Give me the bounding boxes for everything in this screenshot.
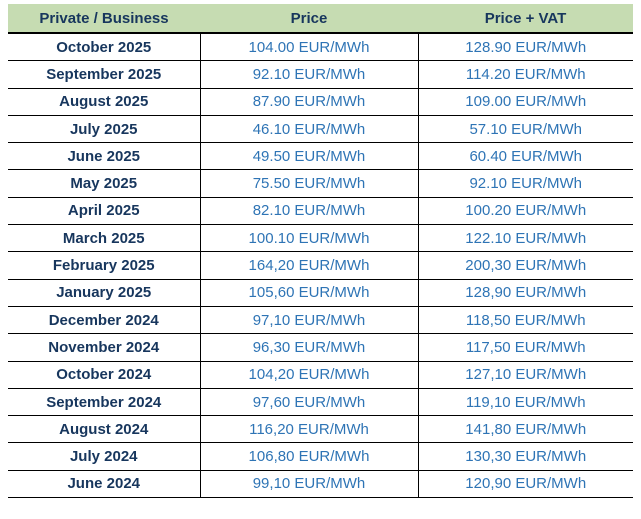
price-vat-cell: 60.40 EUR/MWh — [418, 142, 633, 171]
table-row: February 2025 164,20 EUR/MWh 200,30 EUR/… — [8, 251, 633, 280]
price-vat-cell: 117,50 EUR/MWh — [418, 333, 633, 362]
price-vat-cell: 127,10 EUR/MWh — [418, 361, 633, 389]
table-row: December 2024 97,10 EUR/MWh 118,50 EUR/M… — [8, 306, 633, 335]
table-row: March 2025 100.10 EUR/MWh 122.10 EUR/MWh — [8, 224, 633, 253]
header-price: Price — [200, 4, 418, 34]
price-vat-cell: 128,90 EUR/MWh — [418, 279, 633, 307]
price-vat-cell: 118,50 EUR/MWh — [418, 306, 633, 335]
price-vat-cell: 114.20 EUR/MWh — [418, 60, 633, 89]
price-cell: 75.50 EUR/MWh — [200, 169, 419, 198]
month-cell: July 2025 — [8, 115, 201, 144]
price-vat-cell: 200,30 EUR/MWh — [418, 251, 633, 280]
month-cell: April 2025 — [8, 197, 201, 226]
price-cell: 46.10 EUR/MWh — [200, 115, 419, 144]
month-cell: October 2024 — [8, 361, 201, 389]
electricity-price-table: Private / Business Price Price + VAT Oct… — [8, 4, 633, 499]
month-cell: March 2025 — [8, 224, 201, 253]
price-cell: 96,30 EUR/MWh — [200, 333, 419, 362]
month-cell: July 2024 — [8, 442, 201, 471]
table-row: June 2024 99,10 EUR/MWh 120,90 EUR/MWh — [8, 470, 633, 499]
price-cell: 106,80 EUR/MWh — [200, 442, 419, 471]
month-cell: September 2024 — [8, 388, 201, 417]
month-cell: November 2024 — [8, 333, 201, 362]
price-cell: 164,20 EUR/MWh — [200, 251, 419, 280]
price-cell: 82.10 EUR/MWh — [200, 197, 419, 226]
table-row: September 2025 92.10 EUR/MWh 114.20 EUR/… — [8, 60, 633, 89]
table-row: May 2025 75.50 EUR/MWh 92.10 EUR/MWh — [8, 169, 633, 198]
table-row: October 2025 104.00 EUR/MWh 128.90 EUR/M… — [8, 33, 633, 62]
month-cell: June 2025 — [8, 142, 201, 171]
table-row: July 2024 106,80 EUR/MWh 130,30 EUR/MWh — [8, 442, 633, 471]
price-vat-cell: 128.90 EUR/MWh — [418, 33, 633, 62]
month-cell: August 2024 — [8, 415, 201, 444]
price-cell: 100.10 EUR/MWh — [200, 224, 419, 253]
price-cell: 99,10 EUR/MWh — [200, 470, 419, 499]
price-cell: 104,20 EUR/MWh — [200, 361, 419, 389]
month-cell: September 2025 — [8, 60, 201, 89]
header-private-business: Private / Business — [8, 4, 200, 34]
table-row: November 2024 96,30 EUR/MWh 117,50 EUR/M… — [8, 333, 633, 362]
table-row: August 2024 116,20 EUR/MWh 141,80 EUR/MW… — [8, 415, 633, 444]
price-cell: 92.10 EUR/MWh — [200, 60, 419, 89]
price-vat-cell: 57.10 EUR/MWh — [418, 115, 633, 144]
month-cell: October 2025 — [8, 33, 201, 62]
month-cell: January 2025 — [8, 279, 201, 307]
price-vat-cell: 141,80 EUR/MWh — [418, 415, 633, 444]
price-cell: 105,60 EUR/MWh — [200, 279, 419, 307]
month-cell: December 2024 — [8, 306, 201, 335]
price-vat-cell: 120,90 EUR/MWh — [418, 470, 633, 499]
header-price-vat: Price + VAT — [418, 4, 633, 34]
price-cell: 104.00 EUR/MWh — [200, 33, 419, 62]
price-vat-cell: 130,30 EUR/MWh — [418, 442, 633, 471]
price-cell: 97,10 EUR/MWh — [200, 306, 419, 335]
month-cell: May 2025 — [8, 169, 201, 198]
price-cell: 116,20 EUR/MWh — [200, 415, 419, 444]
price-vat-cell: 109.00 EUR/MWh — [418, 88, 633, 116]
table-row: September 2024 97,60 EUR/MWh 119,10 EUR/… — [8, 388, 633, 417]
price-cell: 87.90 EUR/MWh — [200, 88, 419, 116]
price-cell: 49.50 EUR/MWh — [200, 142, 419, 171]
price-vat-cell: 122.10 EUR/MWh — [418, 224, 633, 253]
month-cell: February 2025 — [8, 251, 201, 280]
table-header-row: Private / Business Price Price + VAT — [8, 4, 633, 34]
price-vat-cell: 119,10 EUR/MWh — [418, 388, 633, 417]
table-body: October 2025 104.00 EUR/MWh 128.90 EUR/M… — [8, 33, 633, 499]
price-vat-cell: 100.20 EUR/MWh — [418, 197, 633, 226]
price-cell: 97,60 EUR/MWh — [200, 388, 419, 417]
price-vat-cell: 92.10 EUR/MWh — [418, 169, 633, 198]
table-row: August 2025 87.90 EUR/MWh 109.00 EUR/MWh — [8, 88, 633, 116]
table-row: July 2025 46.10 EUR/MWh 57.10 EUR/MWh — [8, 115, 633, 144]
table-row: June 2025 49.50 EUR/MWh 60.40 EUR/MWh — [8, 142, 633, 171]
month-cell: August 2025 — [8, 88, 201, 116]
table-row: April 2025 82.10 EUR/MWh 100.20 EUR/MWh — [8, 197, 633, 226]
table-row: October 2024 104,20 EUR/MWh 127,10 EUR/M… — [8, 361, 633, 389]
table-row: January 2025 105,60 EUR/MWh 128,90 EUR/M… — [8, 279, 633, 307]
month-cell: June 2024 — [8, 470, 201, 499]
